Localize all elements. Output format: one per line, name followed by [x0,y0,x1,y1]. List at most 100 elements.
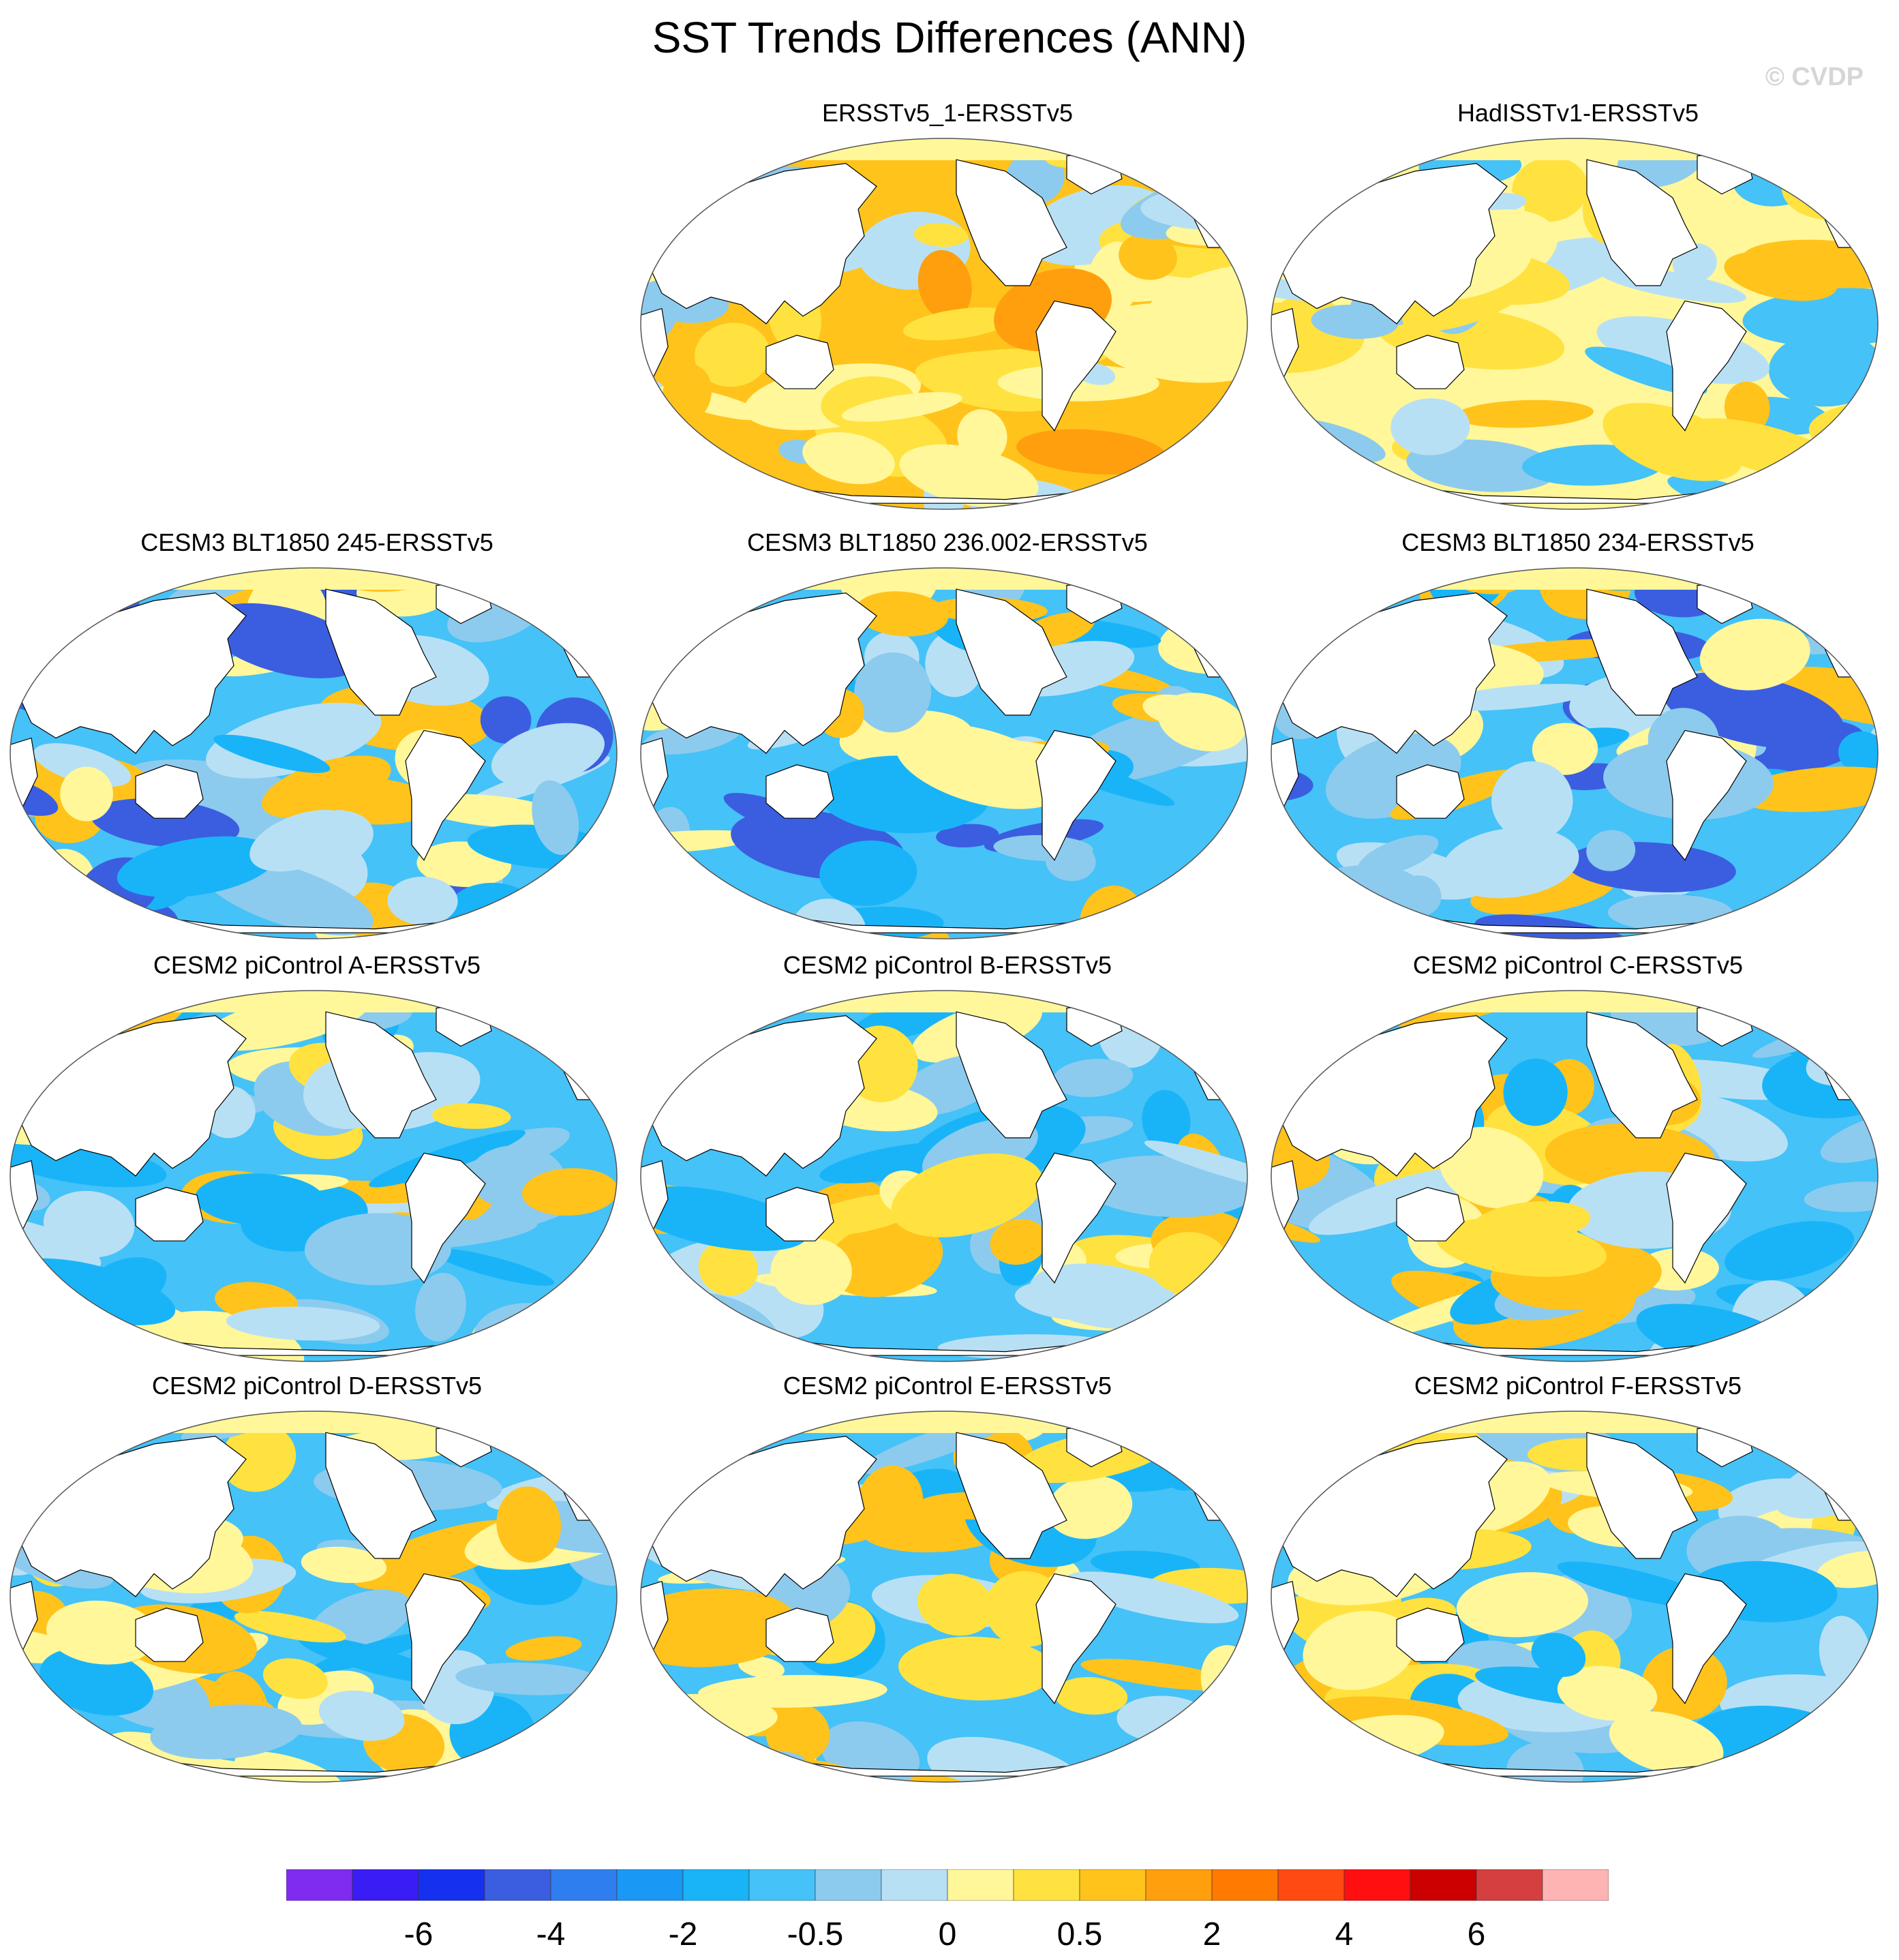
figure-title: SST Trends Differences (ANN) [652,13,1247,62]
anomaly-patch [545,568,601,574]
anomaly-patch [206,603,365,678]
anomaly-patch [641,1186,808,1251]
anomaly-patch [1842,1406,1881,1408]
anomaly-patch [917,1573,994,1636]
anomaly-patch [1467,1363,1621,1367]
land-australia [1396,764,1465,819]
map-panel-p6: CESM2 piControl A-ERSSTv5 [7,951,627,1387]
anomaly-patch [993,562,1114,569]
map-border [640,567,1248,939]
anomaly-patch [480,696,532,744]
panel-title: CESM3 BLT1850 236.002-ERSSTv5 [747,528,1148,556]
map-panel-p5: CESM3 BLT1850 234-ERSSTv5 [1268,528,1888,965]
colorbar-swatch [352,1869,419,1901]
land-southamerica [1666,729,1747,861]
anomaly-patch [415,1272,466,1342]
map-panel-p10: CESM2 piControl E-ERSSTv5 [637,1372,1258,1808]
anomaly-patch [1391,398,1470,455]
anomaly-patch [1724,251,1838,301]
anomaly-patch [1142,694,1211,727]
anomaly-patch [262,1658,328,1700]
anomaly-patch [33,743,132,787]
anomaly-patch [1035,562,1230,570]
anomaly-patch [1016,429,1168,475]
map-border [10,990,618,1362]
land-northamerica [956,1432,1067,1559]
colorbar-tick-label: 6 [1467,1916,1486,1953]
anomaly-patch [1271,991,1373,1036]
panel-title: ERSSTv5_1-ERSSTv5 [821,99,1074,127]
map-border [1271,138,1879,510]
anomaly-patch [1271,1197,1320,1243]
panel-title: CESM2 piControl E-ERSSTv5 [783,1372,1112,1400]
anomaly-patch [641,937,815,939]
anomaly-patch [1736,766,1878,813]
anomaly-patch [902,307,1015,341]
anomaly-patch [993,834,1093,861]
land-australia [765,1608,834,1662]
anomaly-patch [1762,1411,1878,1435]
anomaly-patch [642,720,742,755]
colorbar-swatch [1145,1869,1213,1901]
anomaly-patch [1054,1676,1128,1715]
anomaly-patch [1105,498,1247,509]
anomaly-patch [498,991,617,1012]
anomaly-patch [1303,1610,1415,1690]
anomaly-patch [643,138,701,173]
panel-title: HadISSTv1-ERSSTv5 [1457,99,1699,127]
colorbar-swatch [947,1869,1014,1901]
sst-map [640,133,1248,515]
anomaly-patch [1141,991,1247,1004]
land-southamerica [1035,300,1116,432]
anomaly-patch [698,1241,758,1296]
anomaly-patch [641,1680,643,1738]
anomaly-patch [1271,475,1311,509]
anomaly-patch [1271,138,1352,191]
anomaly-patch [1609,1711,1724,1775]
anomaly-patch [990,1219,1048,1265]
anomaly-patch [1142,1089,1191,1151]
sst-map [10,567,618,939]
anomaly-patch [534,991,617,1038]
anomaly-patch [1532,723,1598,775]
anomaly-patch [10,568,69,634]
anomaly-patch [936,824,999,848]
anomaly-patch [637,1775,769,1788]
land-southamerica [1035,729,1116,861]
land-northamerica [325,1011,437,1139]
colorbar-swatch [1079,1869,1146,1901]
map-border [640,138,1248,510]
anomaly-patch [432,1248,555,1286]
arctic-band [641,138,1247,160]
anomaly-patch [855,591,949,637]
anomaly-patch [641,902,757,939]
anomaly-patch [898,1636,1054,1701]
anomaly-patch [85,1331,151,1361]
land-northamerica [325,588,437,716]
anomaly-patch [234,1610,346,1643]
anomaly-patch [220,1423,297,1492]
anomaly-patch [675,133,733,138]
anomaly-patch [1144,1140,1247,1192]
anomaly-patch [1804,1181,1878,1212]
anomaly-patch [854,652,932,733]
map-panel-p3: CESM3 BLT1850 245-ERSSTv5 [7,528,627,965]
anomaly-patch [841,392,962,422]
colorbar-tick-label: 4 [1335,1916,1354,1953]
anomaly-patch [1031,508,1220,515]
colorbar-swatch [748,1869,816,1901]
anomaly-patch [205,702,382,779]
sst-map [1271,990,1879,1367]
anomaly-patch [1103,991,1186,1004]
anomaly-patch [641,1003,682,1027]
anomaly-patch [957,1783,1054,1788]
anomaly-patch [891,1153,1044,1237]
arctic-band [641,568,1247,590]
colorbar-swatch [286,1869,353,1901]
anomaly-patch [18,916,85,939]
map-panel-p4: CESM3 BLT1850 236.002-ERSSTv5 [637,528,1258,965]
colorbar-bar [286,1869,1609,1901]
anomaly-patch [643,991,753,1021]
anomaly-patch [117,836,277,898]
map-border [10,1411,618,1783]
